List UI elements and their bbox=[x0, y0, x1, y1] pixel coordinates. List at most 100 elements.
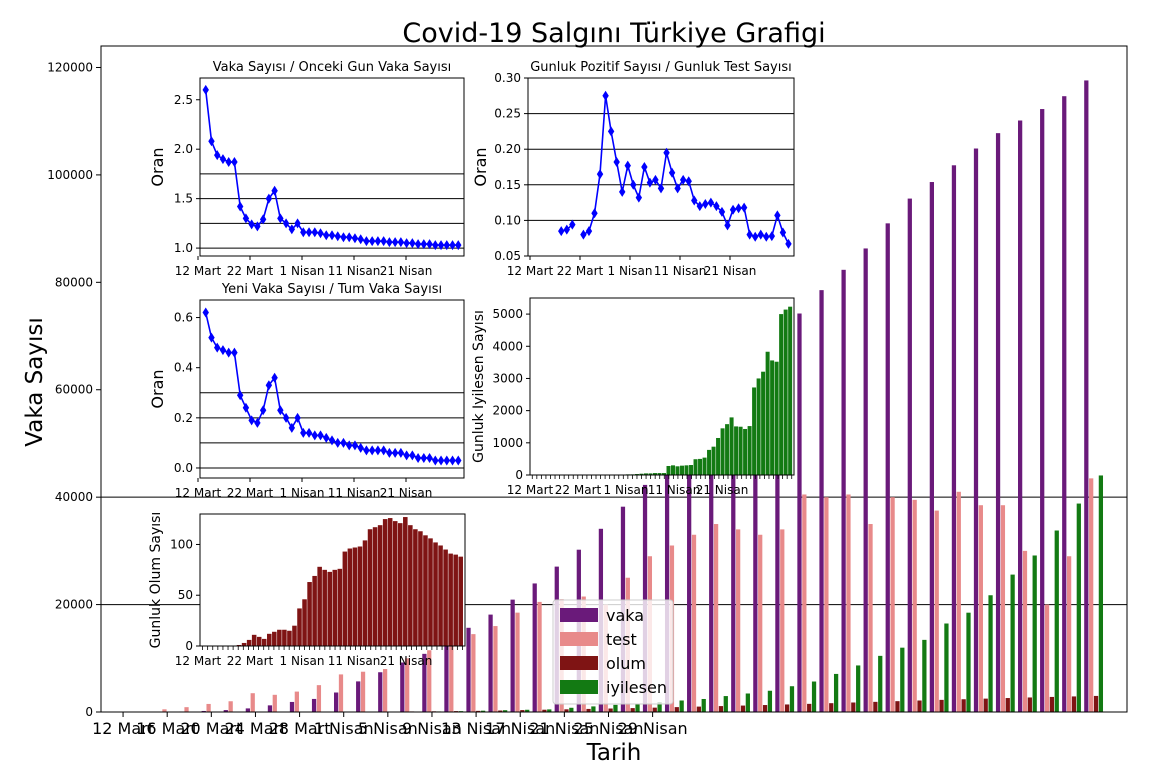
inset-1-point-23 bbox=[334, 231, 341, 242]
inset-1-x-tick-label-0: 12 Mart bbox=[175, 264, 222, 278]
main-y-axis-label: Vaka Sayısı bbox=[22, 317, 48, 446]
main-bar-vaka-9 bbox=[311, 698, 317, 712]
main-bar-test-34 bbox=[868, 524, 873, 712]
main-x-tick-label-12: 29 Nisan bbox=[618, 719, 688, 738]
inset-4-x-tick-label-0: 12 Mart bbox=[507, 483, 554, 497]
inset-2-point-27 bbox=[679, 174, 687, 185]
inset-1-point-38 bbox=[420, 239, 428, 250]
inset-2-point-32 bbox=[707, 197, 715, 208]
inset-1-point-17 bbox=[300, 227, 307, 238]
main-bar-vaka-35 bbox=[885, 223, 890, 712]
inset-5-bar-12 bbox=[261, 638, 267, 646]
inset-1-point-22 bbox=[328, 230, 336, 241]
inset-1-point-8 bbox=[248, 219, 255, 230]
inset-1-point-42 bbox=[443, 240, 450, 251]
main-bar-olum-29 bbox=[762, 705, 768, 712]
inset-yeni-vaka-ratio: Yeni Vaka Sayısı / Tum Vaka Sayısı 0.0 0.2… bbox=[148, 282, 465, 500]
inset-5-bar-16 bbox=[282, 629, 287, 646]
main-bar-vaka-14 bbox=[422, 653, 427, 712]
main-y-tick-label-0: 0 bbox=[85, 705, 93, 719]
inset-3-point-22 bbox=[328, 435, 336, 446]
inset-2-title: Gunluk Pozitif Sayısı / Gunluk Test Sayı… bbox=[530, 60, 792, 75]
main-bar-iyilesen-26 bbox=[701, 698, 706, 712]
main-bar-test-12 bbox=[382, 669, 388, 712]
inset-2-point-16 bbox=[619, 186, 626, 197]
main-x-tick-label-10: 21 Nisan bbox=[529, 719, 599, 738]
inset-1-point-11 bbox=[265, 193, 273, 204]
legend-label-iyilesen: iyilesen bbox=[606, 678, 667, 697]
inset-5-y-tick-label-0: 0 bbox=[185, 639, 193, 653]
main-bar-vaka-41 bbox=[1018, 120, 1023, 713]
inset-4-bar-41 bbox=[716, 437, 721, 475]
main-bar-test-18 bbox=[515, 612, 520, 712]
inset-2-x-tick-label-3: 11 Nisan bbox=[654, 264, 707, 278]
main-x-tick-label-0: 12 Mart bbox=[92, 719, 154, 738]
inset-3-x-tick-label-3: 11 Nisan bbox=[328, 486, 381, 500]
inset-1-x-tick-label-1: 22 Mart bbox=[227, 264, 274, 278]
main-bar-vaka-15 bbox=[444, 639, 449, 712]
inset-5-bar-34 bbox=[372, 527, 378, 646]
main-bar-olum-25 bbox=[674, 707, 679, 712]
main-bar-test-4 bbox=[206, 703, 211, 712]
main-bar-vaka-31 bbox=[797, 313, 802, 712]
main-bar-vaka-12 bbox=[378, 672, 383, 712]
main-bar-olum-19 bbox=[542, 709, 547, 712]
inset-4-bar-46 bbox=[738, 426, 743, 475]
main-bar-olum-18 bbox=[520, 710, 525, 712]
inset-2-point-40 bbox=[752, 231, 759, 242]
inset-5-bar-7 bbox=[236, 644, 242, 646]
inset-4-x-tick-label-2: 1 Nisan bbox=[604, 483, 649, 497]
main-bar-iyilesen-18 bbox=[525, 709, 530, 712]
inset-1-point-2 bbox=[214, 150, 221, 161]
inset-3-title: Yeni Vaka Sayısı / Tum Vaka Sayısı bbox=[221, 282, 442, 297]
main-x-tick-label-8: 13 Nisan bbox=[441, 719, 511, 738]
inset-4-bar-30 bbox=[666, 465, 671, 475]
main-bar-olum-26 bbox=[696, 706, 701, 712]
inset-3-point-1 bbox=[208, 332, 215, 343]
main-bar-iyilesen-27 bbox=[723, 696, 728, 712]
inset-1-point-3 bbox=[219, 154, 227, 165]
inset-4-bar-57 bbox=[788, 306, 793, 475]
main-x-axis-label: Tarih bbox=[586, 740, 642, 766]
inset-2-point-10 bbox=[585, 226, 593, 237]
inset-1-point-12 bbox=[271, 185, 278, 196]
main-bar-vaka-44 bbox=[1084, 80, 1089, 712]
inset-1-point-0 bbox=[202, 84, 209, 95]
inset-3-point-36 bbox=[409, 450, 416, 461]
inset-5-y-tick-label-1: 50 bbox=[178, 588, 193, 602]
inset-3-point-18 bbox=[305, 427, 313, 438]
main-bar-test-15 bbox=[449, 631, 454, 712]
legend-label-vaka: vaka bbox=[606, 606, 644, 625]
inset-vaka-ratio: Vaka Sayısı / Onceki Gun Vaka Sayısı 1.0 1… bbox=[148, 60, 465, 278]
main-bar-test-19 bbox=[537, 601, 542, 712]
main-bar-iyilesen-43 bbox=[1076, 503, 1081, 712]
inset-5-x-tick-label-3: 11 Nisan bbox=[328, 654, 381, 668]
inset-4-bar-37 bbox=[698, 458, 703, 475]
inset-2-point-28 bbox=[685, 176, 692, 187]
inset-3-point-7 bbox=[242, 402, 250, 413]
legend-swatch-vaka bbox=[560, 608, 598, 622]
main-bar-test-16 bbox=[471, 634, 476, 712]
inset-3-frame bbox=[199, 299, 465, 479]
inset-2-x-tick-label-0: 12 Mart bbox=[507, 264, 554, 278]
inset-3-point-43 bbox=[449, 455, 456, 466]
inset-1-point-32 bbox=[386, 237, 393, 248]
inset-5-bar-50 bbox=[453, 554, 458, 646]
inset-5-bar-18 bbox=[292, 625, 297, 646]
inset-5-bar-23 bbox=[317, 566, 322, 646]
main-bar-test-44 bbox=[1089, 478, 1094, 712]
main-bar-test-30 bbox=[780, 529, 785, 712]
main-bar-test-6 bbox=[250, 693, 255, 712]
inset-3-y-tick-label-1: 0.2 bbox=[174, 411, 193, 425]
inset-3-point-27 bbox=[357, 442, 364, 453]
main-bar-olum-39 bbox=[983, 698, 988, 712]
inset-1-point-29 bbox=[368, 236, 376, 247]
inset-4-bar-34 bbox=[684, 465, 689, 475]
main-bar-iyilesen-23 bbox=[635, 703, 640, 712]
inset-4-bar-52 bbox=[765, 351, 770, 475]
main-bar-vaka-25 bbox=[664, 459, 670, 712]
main-bar-iyilesen-20 bbox=[569, 707, 574, 712]
inset-2-point-30 bbox=[696, 201, 703, 212]
inset-2-point-33 bbox=[713, 201, 720, 212]
main-x-tick-label-3: 24 Mart bbox=[224, 719, 286, 738]
